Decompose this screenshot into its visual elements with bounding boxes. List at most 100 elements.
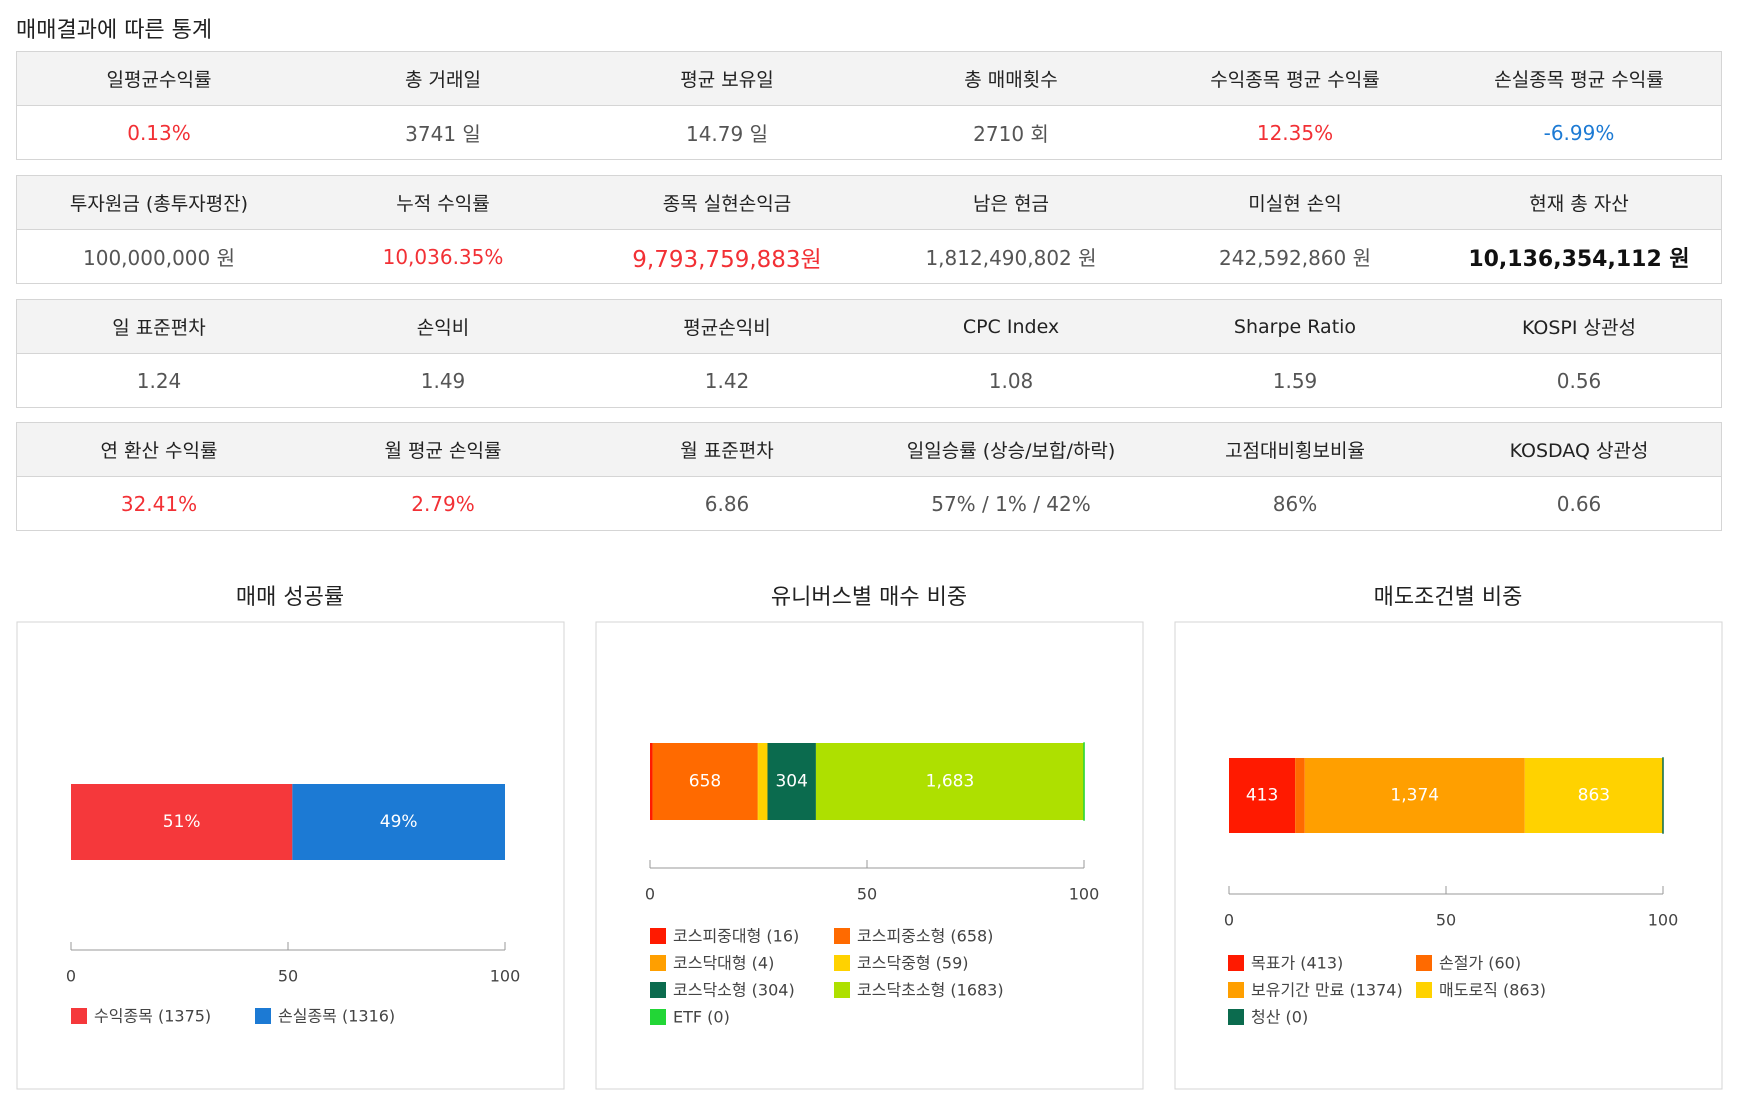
- legend-swatch: [255, 1008, 271, 1024]
- legend-label: 코스닥중형 (59): [857, 954, 969, 973]
- header-cell: 일 표준편차: [17, 300, 301, 354]
- x-tick-label: 100: [1069, 885, 1100, 904]
- value-cell: 1.59: [1272, 368, 1318, 393]
- data-label: 863: [1578, 786, 1610, 806]
- header-cell: 평균손익비: [585, 300, 869, 354]
- value-cell: 1.49: [420, 368, 466, 393]
- x-tick-label: 50: [278, 967, 298, 986]
- legend-swatch: [834, 928, 850, 944]
- chart-title: 매매 성공률: [236, 585, 344, 610]
- bar-segment: [1304, 758, 1525, 833]
- legend-label: 보유기간 만료 (1374): [1251, 981, 1403, 1000]
- value-cell: 10,136,354,112 원: [1468, 246, 1690, 272]
- header-cell: 종목 실현손익금: [585, 176, 869, 230]
- legend-label: 수익종목 (1375): [94, 1007, 211, 1026]
- legend-label: ETF (0): [673, 1008, 730, 1027]
- legend-swatch: [834, 955, 850, 971]
- data-label: 1,683: [926, 772, 975, 792]
- legend-label: 코스닥초소형 (1683): [857, 981, 1004, 1000]
- header-cell: 총 매매횟수: [869, 52, 1153, 106]
- value-cell: 1.08: [988, 368, 1034, 393]
- bar-segment: [1295, 758, 1305, 833]
- data-label: 49%: [380, 812, 418, 832]
- header-cell: 남은 현금: [869, 176, 1153, 230]
- data-label: 413: [1246, 786, 1278, 806]
- x-tick-label: 50: [857, 885, 877, 904]
- chart-title: 유니버스별 매수 비중: [771, 585, 967, 610]
- header-cell: 일일승률 (상승/보합/하락): [869, 423, 1153, 477]
- header-cell: 손익비: [301, 300, 585, 354]
- value-cell: 2710 회: [973, 122, 1049, 146]
- legend-swatch: [1228, 955, 1244, 971]
- legend-label: 손실종목 (1316): [278, 1007, 395, 1026]
- panel: [16, 621, 565, 1090]
- bar-segment: [758, 743, 768, 820]
- legend-label: 목표가 (413): [1251, 954, 1343, 973]
- value-cell: 3741 일: [405, 122, 481, 146]
- legend-label: 코스닥대형 (4): [673, 954, 774, 973]
- legend-swatch: [71, 1008, 87, 1024]
- header-cell: 손실종목 평균 수익률: [1437, 52, 1721, 106]
- x-tick-label: 50: [1436, 911, 1456, 930]
- header-cell: 연 환산 수익률: [17, 423, 301, 477]
- data-label: 658: [689, 772, 721, 792]
- header-cell: 수익종목 평균 수익률: [1153, 52, 1437, 106]
- legend-label: 손절가 (60): [1439, 954, 1521, 973]
- header-cell: 누적 수익률: [301, 176, 585, 230]
- bar-segment: [652, 743, 758, 820]
- x-tick-label: 100: [490, 967, 521, 986]
- x-tick-label: 0: [66, 967, 76, 986]
- legend-swatch: [650, 955, 666, 971]
- bar-segment: [1524, 758, 1663, 833]
- header-cell: 월 표준편차: [585, 423, 869, 477]
- header-cell: 고점대비횡보비율: [1153, 423, 1437, 477]
- stats-table: 투자원금 (총투자평잔) 누적 수익률 종목 실현손익금 남은 현금 미실현 손익 현재 …: [16, 175, 1722, 284]
- chart-title: 매도조건별 비중: [1374, 585, 1523, 610]
- value-cell: 1.42: [704, 368, 750, 393]
- legend-label: 코스피중대형 (16): [673, 927, 799, 946]
- legend-swatch: [1228, 1009, 1244, 1025]
- header-cell: 미실현 손익: [1153, 176, 1437, 230]
- bar-segment: [767, 743, 816, 820]
- x-tick-label: 0: [645, 885, 655, 904]
- header-cell: 일평균수익률: [17, 52, 301, 106]
- value-cell: 1.24: [136, 368, 182, 393]
- value-cell: 9,793,759,883원: [632, 246, 822, 273]
- value-cell: 10,036.35%: [382, 244, 504, 269]
- stats-table: 일 표준편차 손익비 평균손익비 CPC Index Sharpe Ratio KOSPI…: [16, 299, 1722, 408]
- value-cell: 2.79%: [411, 491, 475, 516]
- value-cell: 6.86: [704, 491, 750, 516]
- header-cell: 현재 총 자산: [1437, 176, 1721, 230]
- bar-segment: [71, 784, 293, 860]
- legend-swatch: [834, 982, 850, 998]
- value-cell: 0.56: [1556, 368, 1602, 393]
- x-tick-label: 100: [1648, 911, 1679, 930]
- header-cell: 월 평균 손익률: [301, 423, 585, 477]
- panel: [595, 621, 1144, 1090]
- legend-swatch: [650, 1009, 666, 1025]
- data-label: 304: [775, 772, 807, 792]
- header-cell: KOSDAQ 상관성: [1437, 423, 1721, 477]
- value-cell: 242,592,860 원: [1219, 246, 1371, 270]
- header-cell: 투자원금 (총투자평잔): [17, 176, 301, 230]
- legend-swatch: [650, 982, 666, 998]
- bar-segment: [292, 784, 505, 860]
- legend-swatch: [650, 928, 666, 944]
- stats-table: 일평균수익률 총 거래일 평균 보유일 총 매매횟수 수익종목 평균 수익률 손실종목 평…: [16, 51, 1722, 160]
- value-cell: 0.66: [1556, 491, 1602, 516]
- panel: [1174, 621, 1723, 1090]
- value-cell: -6.99%: [1543, 120, 1615, 145]
- data-label: 1,374: [1390, 786, 1439, 806]
- value-cell: 86%: [1272, 491, 1318, 516]
- stats-table: 연 환산 수익률 월 평균 손익률 월 표준편차 일일승률 (상승/보합/하락) 고점대…: [16, 422, 1722, 531]
- bar-segment: [815, 743, 1085, 820]
- legend-label: 코스피중소형 (658): [857, 927, 993, 946]
- value-cell: 14.79 일: [685, 122, 768, 146]
- header-cell: Sharpe Ratio: [1153, 300, 1437, 354]
- value-cell: 32.41%: [120, 491, 198, 516]
- legend-swatch: [1416, 982, 1432, 998]
- value-cell: 12.35%: [1256, 120, 1334, 145]
- header-cell: CPC Index: [869, 300, 1153, 354]
